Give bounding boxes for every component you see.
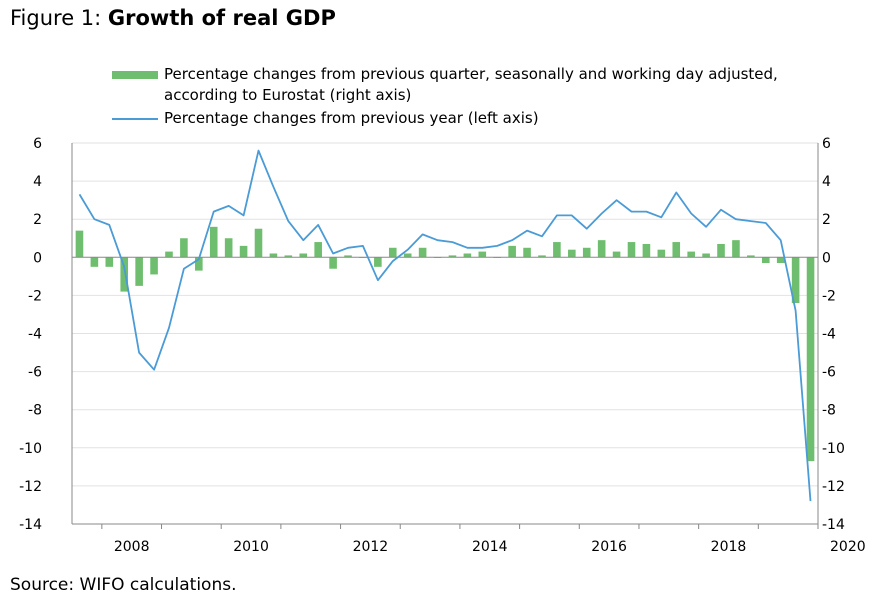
bar-quarterly [388,247,397,258]
legend: Percentage changes from previous quarter… [112,64,812,129]
bar-quarterly [90,257,99,267]
bar-quarterly [195,257,203,271]
title-prefix: Figure 1: [10,6,108,30]
bar-quarterly [747,255,755,258]
left-tick-label: 4 [33,174,42,190]
bar-quarterly [568,249,576,258]
bar-quarterly [553,242,561,258]
bar-quarterly [239,245,248,258]
bar-quarterly [269,253,278,258]
left-tick-label: 6 [33,136,42,152]
bar-quarterly [329,257,337,269]
legend-item-line: Percentage changes from previous year (l… [112,108,812,129]
right-tick-label: -4 [822,327,836,343]
right-tick-label: 2 [822,212,831,228]
left-tick-label: 0 [33,250,42,266]
bar-quarterly [284,255,293,258]
x-tick-label: 2010 [233,539,269,555]
bar-quarterly [418,247,427,258]
bar-quarterly [627,242,636,258]
bar-quarterly [612,251,621,258]
bar-quarterly [538,255,546,258]
left-tick-label: -10 [19,441,42,457]
chart-title: Figure 1: Growth of real GDP [10,6,336,30]
bar-quarterly [672,242,681,258]
x-tick-label: 2020 [830,539,866,555]
bar-quarterly [448,255,457,258]
bar-quarterly [732,240,740,258]
bar-quarterly [523,247,531,258]
left-tick-label: -6 [28,365,42,381]
bar-quarterly [582,247,591,258]
legend-bar-swatch [112,71,158,79]
bar-quarterly [209,226,218,258]
bar-quarterly [761,257,770,264]
source-note: Source: WIFO calculations. [10,575,237,595]
right-tick-label: 0 [822,250,831,266]
right-tick-label: -6 [822,365,836,381]
bar-quarterly [224,238,233,258]
bar-quarterly [508,245,516,258]
title-main: Growth of real GDP [107,6,336,30]
bar-quarterly [776,257,785,264]
right-tick-label: -8 [822,403,836,419]
bar-quarterly [105,257,114,267]
bar-quarterly [165,251,173,258]
x-tick-label: 2016 [591,539,627,555]
bar-quarterly [374,257,382,267]
x-tick-label: 2008 [114,539,150,555]
x-tick-label: 2012 [353,539,389,555]
bar-quarterly [344,255,352,258]
bar-quarterly [180,238,188,258]
bar-quarterly [463,253,472,258]
legend-bar-label: Percentage changes from previous quarter… [164,65,778,104]
bar-quarterly [299,253,308,258]
left-tick-label: -12 [19,479,42,495]
left-tick-label: -14 [19,517,42,533]
bar-quarterly [642,243,651,258]
bar-quarterly [717,243,725,258]
bar-quarterly [702,253,710,258]
line-yearly [78,149,812,502]
right-tick-label: 6 [822,136,831,152]
bar-quarterly [478,251,487,258]
bar-quarterly [75,230,84,258]
x-tick-label: 2014 [472,539,508,555]
left-tick-label: 2 [33,212,42,228]
legend-line-label: Percentage changes from previous year (l… [164,109,539,127]
bar-quarterly [806,257,815,462]
bar-quarterly [254,228,263,258]
left-tick-label: -4 [28,327,42,343]
bar-quarterly [403,253,412,258]
bar-quarterly [687,251,695,258]
right-tick-label: -2 [822,288,836,304]
x-tick-label: 2018 [711,539,747,555]
bar-quarterly [314,242,322,258]
right-tick-label: -12 [822,479,845,495]
bar-quarterly [120,257,129,292]
right-tick-label: -10 [822,441,845,457]
right-tick-label: -14 [822,517,845,533]
left-tick-label: -2 [28,288,42,304]
legend-line-swatch [112,118,158,120]
bar-quarterly [150,257,158,275]
bar-quarterly [597,240,606,258]
bar-quarterly [657,249,666,258]
right-tick-label: 4 [822,174,831,190]
bar-quarterly [791,257,800,304]
left-tick-label: -8 [28,403,42,419]
bar-quarterly [135,257,143,286]
legend-item-bars: Percentage changes from previous quarter… [112,64,812,106]
